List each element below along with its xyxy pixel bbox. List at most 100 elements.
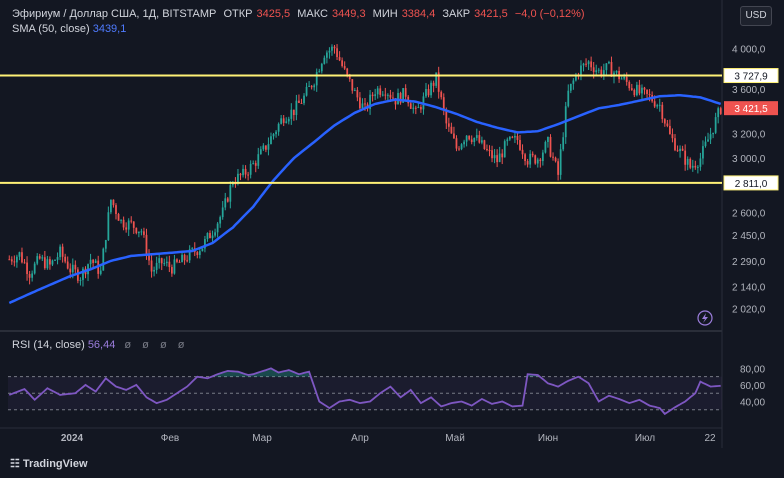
price-tick-label: 2 450,0 xyxy=(732,231,766,242)
candle xyxy=(229,181,232,209)
candle xyxy=(94,258,97,264)
candle xyxy=(219,215,222,228)
candle-body xyxy=(435,72,438,86)
candle-body xyxy=(120,219,122,221)
candle xyxy=(630,83,633,91)
candle xyxy=(56,252,59,265)
candle-body xyxy=(399,93,402,103)
candle-body xyxy=(526,161,529,165)
candle-body xyxy=(224,198,227,208)
candle xyxy=(712,132,714,139)
time-tick-label: 2024 xyxy=(61,433,84,444)
candle-body xyxy=(196,252,199,255)
candle-body xyxy=(323,57,326,64)
open-value: 3425,5 xyxy=(256,8,291,20)
candle xyxy=(536,157,539,168)
candle xyxy=(572,78,575,90)
candle xyxy=(181,251,183,263)
candle-body xyxy=(712,132,714,135)
candle xyxy=(21,247,23,264)
currency-button[interactable]: USD xyxy=(740,6,772,26)
candle xyxy=(447,117,450,132)
candle xyxy=(491,145,493,163)
rsi-legend[interactable]: RSI (14, close) 56,44 ø ø ø ø xyxy=(12,339,188,351)
candle-body xyxy=(92,259,95,263)
candle xyxy=(361,98,364,109)
candle xyxy=(699,152,702,171)
candle xyxy=(148,249,150,266)
candle-body xyxy=(460,144,463,150)
candle xyxy=(549,134,552,158)
candle-body xyxy=(318,71,321,73)
candle xyxy=(280,114,283,125)
candle xyxy=(656,103,659,109)
candle-body xyxy=(303,95,305,104)
level-price-label: 2 811,0 xyxy=(735,179,768,190)
candle xyxy=(110,199,112,215)
candle-body xyxy=(707,139,709,142)
candle xyxy=(559,143,562,180)
candle xyxy=(541,149,544,166)
candle-body xyxy=(552,156,554,158)
candle xyxy=(412,102,415,114)
candle-body xyxy=(38,256,41,259)
candle xyxy=(33,261,36,275)
candle xyxy=(399,91,402,105)
candle xyxy=(305,82,308,97)
candle xyxy=(587,60,590,70)
candle-body xyxy=(211,235,214,239)
candle-body xyxy=(247,174,250,176)
candle xyxy=(259,146,262,155)
candle xyxy=(201,248,204,252)
candle-body xyxy=(43,257,46,269)
candle xyxy=(709,127,712,145)
candle xyxy=(379,85,382,98)
candle-body xyxy=(641,87,643,94)
candle xyxy=(165,256,168,267)
candle-body xyxy=(531,153,534,156)
candle xyxy=(480,136,483,145)
candle-body xyxy=(519,139,521,150)
candle-body xyxy=(468,135,471,140)
candle-body xyxy=(590,61,593,68)
candle xyxy=(580,60,582,81)
candle xyxy=(186,255,189,263)
price-tick-label: 3 200,0 xyxy=(732,130,766,141)
indicator-visibility-icons[interactable]: ø ø ø ø xyxy=(124,339,189,351)
candle xyxy=(707,132,709,142)
candle-body xyxy=(455,138,458,149)
candle xyxy=(450,122,453,134)
candle-body xyxy=(575,74,577,81)
candle-body xyxy=(221,207,224,218)
chart-header: Эфириум / Доллар США, 1Д, BITSTAMP ОТКР 3… xyxy=(12,8,589,20)
candle-body xyxy=(392,97,394,99)
candle xyxy=(163,258,166,267)
candle-body xyxy=(287,118,290,122)
candle-body xyxy=(694,165,697,168)
candle xyxy=(638,79,641,96)
candle xyxy=(176,258,178,264)
candle xyxy=(150,253,153,278)
candle xyxy=(643,86,646,95)
candle xyxy=(298,94,300,104)
candle-body xyxy=(702,146,704,159)
candle xyxy=(107,206,110,242)
candle-body xyxy=(420,106,422,110)
candle-body xyxy=(384,94,387,96)
candle-body xyxy=(94,260,97,263)
candle-body xyxy=(686,158,689,165)
symbol-title[interactable]: Эфириум / Доллар США, 1Д, BITSTAMP xyxy=(12,8,217,20)
candle xyxy=(26,256,28,281)
level-price-tag xyxy=(723,68,779,84)
rsi-tick-label: 40,00 xyxy=(740,397,765,408)
sma-legend[interactable]: SMA (50, close) 3439,1 xyxy=(12,23,126,35)
candle xyxy=(669,119,671,135)
candle-body xyxy=(143,231,145,235)
candle xyxy=(130,216,133,224)
candle xyxy=(374,88,377,101)
candle xyxy=(16,254,18,268)
candle-body xyxy=(704,141,707,147)
candle xyxy=(31,270,34,282)
candle xyxy=(531,151,534,158)
candle xyxy=(59,244,61,261)
